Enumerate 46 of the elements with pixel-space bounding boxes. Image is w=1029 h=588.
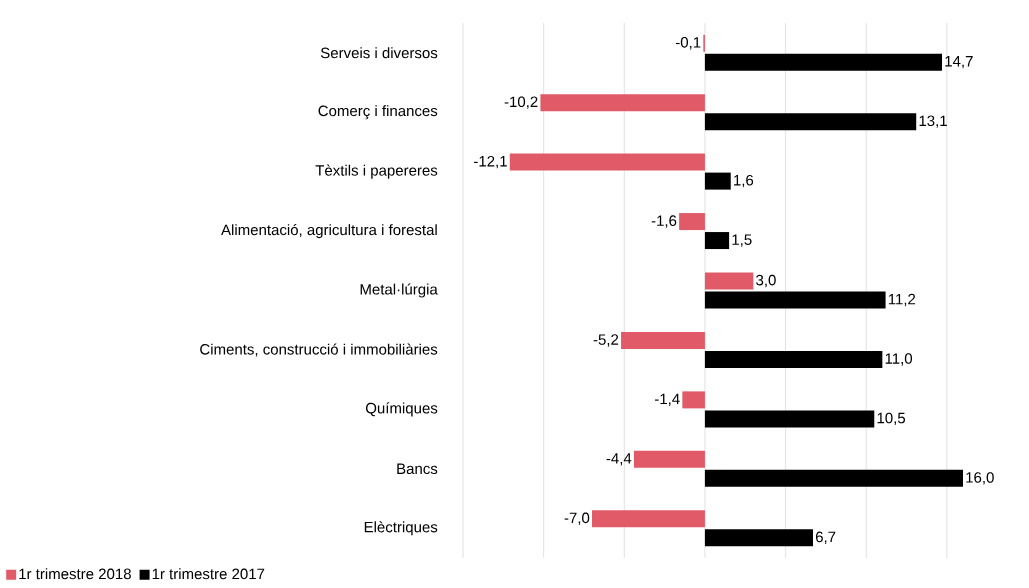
data-label: 3,0 bbox=[756, 274, 776, 288]
data-label: -0,1 bbox=[675, 37, 701, 50]
bar bbox=[704, 291, 886, 309]
bar bbox=[704, 172, 731, 190]
data-label: 14,7 bbox=[945, 56, 973, 69]
bar bbox=[704, 113, 917, 131]
y-tick-label: Serveis i diversos bbox=[320, 47, 438, 59]
data-label: 10,5 bbox=[877, 412, 906, 426]
data-label: -4,4 bbox=[606, 453, 632, 466]
bar bbox=[621, 331, 705, 349]
legend-label: 1r trimestre 2018 bbox=[19, 568, 131, 580]
data-label: -10,2 bbox=[504, 96, 538, 109]
data-label: -12,1 bbox=[474, 155, 507, 169]
y-tick-label: Alimentació, agricultura i forestal bbox=[221, 223, 437, 239]
data-label: -7,0 bbox=[564, 512, 590, 525]
bar bbox=[704, 232, 730, 250]
bar bbox=[682, 391, 705, 409]
bar bbox=[704, 272, 754, 290]
data-label: 16,0 bbox=[966, 472, 994, 485]
bar bbox=[704, 529, 813, 547]
bar bbox=[509, 153, 705, 171]
bar bbox=[633, 450, 705, 468]
data-label: 11,0 bbox=[885, 353, 913, 366]
y-tick-label: Bancs bbox=[397, 463, 438, 475]
y-tick-label: Químiques bbox=[365, 402, 438, 417]
data-label: -1,6 bbox=[651, 215, 677, 228]
bar bbox=[704, 53, 943, 71]
data-label: -5,2 bbox=[593, 334, 619, 347]
bar bbox=[704, 410, 875, 428]
data-label: 1,5 bbox=[732, 234, 752, 247]
y-tick-label: Comerç i finances bbox=[318, 105, 438, 120]
legend-label: 1r trimestre 2017 bbox=[152, 568, 265, 580]
data-label: 6,7 bbox=[815, 531, 836, 544]
bar bbox=[704, 350, 883, 368]
data-label: -1,4 bbox=[654, 393, 680, 406]
y-tick-label: Tèxtils i papereres bbox=[315, 164, 438, 179]
bar bbox=[540, 94, 705, 112]
bar bbox=[679, 213, 705, 231]
bar bbox=[592, 510, 705, 528]
data-label: 1,6 bbox=[734, 174, 754, 188]
data-label: 11,2 bbox=[888, 293, 916, 307]
data-label: 13,1 bbox=[919, 115, 947, 128]
y-tick-label: Ciments, construcció i immobiliàries bbox=[200, 343, 438, 357]
bar bbox=[704, 469, 963, 487]
y-tick-label: Metal·lúrgia bbox=[360, 283, 438, 298]
y-tick-label: Elèctriques bbox=[364, 521, 438, 536]
